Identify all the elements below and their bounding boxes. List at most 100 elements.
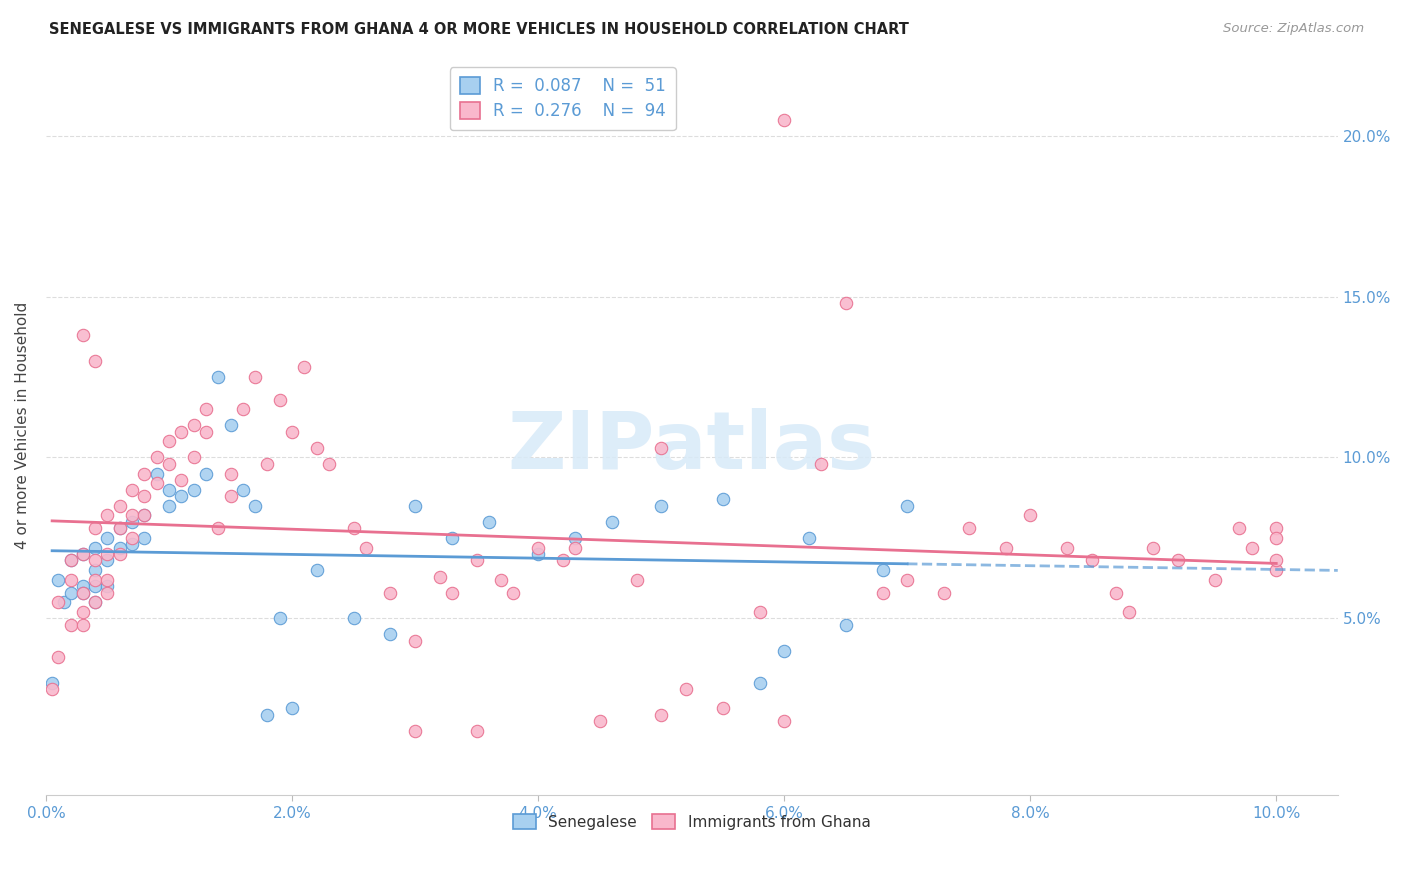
Point xyxy=(269,611,291,625)
Point xyxy=(711,701,734,715)
Point xyxy=(145,476,167,491)
Point xyxy=(121,537,143,551)
Point xyxy=(404,499,426,513)
Point xyxy=(96,531,118,545)
Point xyxy=(219,418,242,433)
Point xyxy=(932,585,955,599)
Point xyxy=(121,508,143,523)
Point xyxy=(1240,541,1263,555)
Point xyxy=(219,467,242,481)
Point xyxy=(834,617,856,632)
Point xyxy=(157,434,180,449)
Point xyxy=(46,573,69,587)
Point xyxy=(59,573,82,587)
Point xyxy=(957,521,980,535)
Point xyxy=(84,579,107,593)
Point xyxy=(256,457,278,471)
Point xyxy=(711,492,734,507)
Point xyxy=(72,585,94,599)
Point xyxy=(564,541,586,555)
Point xyxy=(1080,553,1102,567)
Point xyxy=(46,595,69,609)
Point xyxy=(269,392,291,407)
Point xyxy=(281,425,304,439)
Point xyxy=(305,441,328,455)
Point xyxy=(675,682,697,697)
Point xyxy=(108,547,131,561)
Point xyxy=(564,531,586,545)
Point xyxy=(121,531,143,545)
Point xyxy=(183,418,205,433)
Point xyxy=(292,360,315,375)
Point xyxy=(551,553,574,567)
Point xyxy=(41,675,63,690)
Point xyxy=(1265,521,1288,535)
Point xyxy=(207,521,229,535)
Point xyxy=(243,499,266,513)
Point xyxy=(1118,605,1140,619)
Point xyxy=(318,457,340,471)
Point xyxy=(134,489,156,503)
Point xyxy=(59,553,82,567)
Point xyxy=(1204,573,1226,587)
Point xyxy=(810,457,832,471)
Point xyxy=(354,541,377,555)
Text: ZIPatlas: ZIPatlas xyxy=(508,409,876,486)
Point xyxy=(773,112,796,127)
Point xyxy=(108,499,131,513)
Point xyxy=(96,508,118,523)
Point xyxy=(157,499,180,513)
Point xyxy=(748,675,770,690)
Point xyxy=(72,579,94,593)
Text: SENEGALESE VS IMMIGRANTS FROM GHANA 4 OR MORE VEHICLES IN HOUSEHOLD CORRELATION : SENEGALESE VS IMMIGRANTS FROM GHANA 4 OR… xyxy=(49,22,910,37)
Point xyxy=(170,489,193,503)
Point xyxy=(219,489,242,503)
Point xyxy=(145,450,167,465)
Point xyxy=(170,473,193,487)
Point xyxy=(797,531,820,545)
Point xyxy=(600,515,623,529)
Point xyxy=(183,450,205,465)
Point xyxy=(84,541,107,555)
Point xyxy=(1265,531,1288,545)
Point xyxy=(183,483,205,497)
Point xyxy=(305,563,328,577)
Point xyxy=(1265,563,1288,577)
Point xyxy=(157,483,180,497)
Point xyxy=(84,553,107,567)
Point xyxy=(650,707,672,722)
Point xyxy=(72,547,94,561)
Point xyxy=(478,515,501,529)
Point xyxy=(59,553,82,567)
Point xyxy=(489,573,512,587)
Point xyxy=(773,643,796,657)
Point xyxy=(72,585,94,599)
Point xyxy=(121,483,143,497)
Point xyxy=(84,521,107,535)
Point xyxy=(96,579,118,593)
Point xyxy=(232,483,254,497)
Point xyxy=(157,457,180,471)
Point xyxy=(834,296,856,310)
Point xyxy=(84,573,107,587)
Point xyxy=(440,531,463,545)
Point xyxy=(134,467,156,481)
Point xyxy=(84,595,107,609)
Legend: Senegalese, Immigrants from Ghana: Senegalese, Immigrants from Ghana xyxy=(508,807,876,836)
Point xyxy=(134,508,156,523)
Point xyxy=(96,553,118,567)
Point xyxy=(650,441,672,455)
Point xyxy=(773,714,796,729)
Point xyxy=(108,521,131,535)
Point xyxy=(84,595,107,609)
Text: Source: ZipAtlas.com: Source: ZipAtlas.com xyxy=(1223,22,1364,36)
Point xyxy=(650,499,672,513)
Point xyxy=(281,701,304,715)
Point xyxy=(134,508,156,523)
Point xyxy=(465,553,488,567)
Point xyxy=(72,605,94,619)
Point xyxy=(194,425,217,439)
Point xyxy=(121,515,143,529)
Point xyxy=(96,573,118,587)
Point xyxy=(404,724,426,739)
